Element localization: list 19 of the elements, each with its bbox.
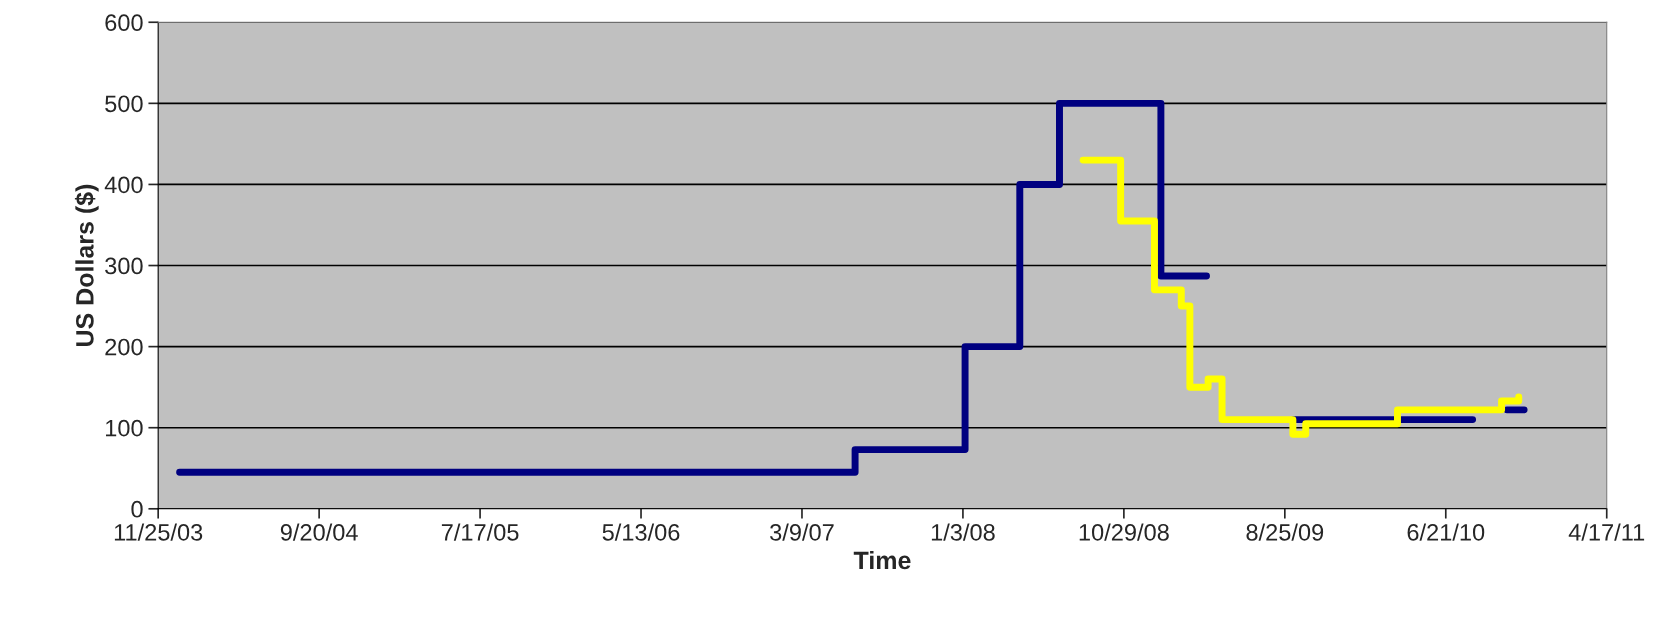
x-tick-label: 3/9/07: [770, 523, 834, 541]
x-tick-label: 7/17/05: [441, 523, 519, 541]
y-tick-label: 100: [106, 419, 143, 437]
x-tick-label: 8/25/09: [1246, 523, 1324, 541]
x-tick-label: 4/17/11: [1568, 523, 1645, 541]
y-tick-label: 500: [105, 95, 143, 113]
x-tick-label: 5/13/06: [602, 523, 680, 541]
x-tick-label: 10/29/08: [1079, 523, 1169, 541]
x-tick-label: 1/3/08: [931, 523, 995, 541]
y-tick-label: 600: [105, 14, 143, 32]
y-tick-label: 200: [105, 338, 143, 356]
x-axis-title: Time: [853, 550, 911, 570]
y-tick-label: 300: [105, 257, 143, 275]
x-tick-label: 9/20/04: [280, 523, 358, 541]
y-axis-title: US Dollars ($): [74, 184, 99, 346]
y-tick-label: 400: [104, 176, 143, 194]
y-tick-label: 0: [131, 500, 143, 518]
x-tick-label: 11/25/03: [114, 523, 203, 541]
x-tick-label: 6/21/10: [1407, 523, 1485, 541]
